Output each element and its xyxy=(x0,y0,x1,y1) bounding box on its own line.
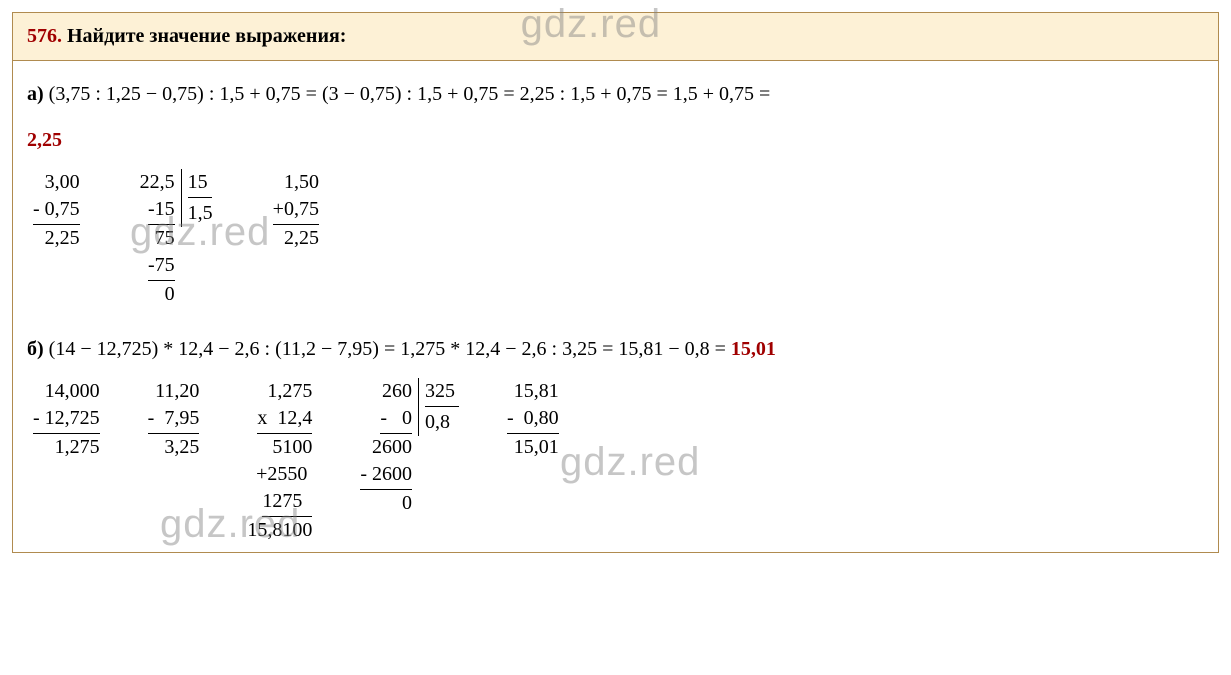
calc-row: - 0,80 xyxy=(507,405,559,434)
calc-b-mul1: 1,275 x 12,4 5100 +2550 1275 15,8100 xyxy=(247,378,312,544)
calc-row: 22,5 xyxy=(140,169,175,196)
calc-row: 1,50 xyxy=(284,169,319,196)
calc-b-sub1: 14,000 - 12,725 1,275 xyxy=(33,378,100,461)
calc-quotient: 0,8 xyxy=(425,407,450,436)
calc-divisor: 325 xyxy=(425,378,459,407)
calc-row: 2600 xyxy=(372,434,412,461)
calc-row: 15,01 xyxy=(514,434,559,461)
calc-row: - 0,75 xyxy=(33,196,80,225)
calc-row: - 7,95 xyxy=(148,405,200,434)
calc-row: 1,275 xyxy=(267,378,312,405)
calc-row: - 12,725 xyxy=(33,405,100,434)
part-b-label: б) xyxy=(27,338,44,360)
calc-row: 1275 xyxy=(262,488,312,517)
part-b-expression: (14 − 12,725) * 12,4 − 2,6 : (11,2 − 7,9… xyxy=(49,338,731,360)
calc-row: - 2600 xyxy=(360,461,412,490)
calc-row: 260 xyxy=(382,378,412,405)
calc-row: -15 xyxy=(148,196,175,225)
calc-row: 11,20 xyxy=(155,378,199,405)
problem-number: 576. xyxy=(27,25,62,47)
calc-row: 15,8100 xyxy=(247,517,312,544)
part-b-line: б) (14 − 12,725) * 12,4 − 2,6 : (11,2 − … xyxy=(27,330,1204,368)
part-a-calcs: 3,00 - 0,75 2,25 22,5 -15 75 -75 0 15 1,… xyxy=(33,169,1204,308)
calc-row: 0 xyxy=(165,281,175,308)
calc-row: +2550 xyxy=(256,461,312,488)
calc-row: 15,81 xyxy=(514,378,559,405)
problem-content: а) (3,75 : 1,25 − 0,75) : 1,5 + 0,75 = (… xyxy=(13,61,1218,552)
calc-row: +0,75 xyxy=(273,196,319,225)
calc-row: 3,25 xyxy=(164,434,199,461)
calc-b-div1: 260 - 0 2600 - 2600 0 325 0,8 xyxy=(360,378,459,517)
part-a-label: а) xyxy=(27,83,44,105)
part-b-answer: 15,01 xyxy=(731,338,776,360)
calc-row: 1,275 xyxy=(55,434,100,461)
part-a-expression: (3,75 : 1,25 − 0,75) : 1,5 + 0,75 = (3 −… xyxy=(49,83,771,105)
part-b-calcs: 14,000 - 12,725 1,275 11,20 - 7,95 3,25 … xyxy=(33,378,1204,544)
part-a-answer: 2,25 xyxy=(27,129,62,151)
calc-a-sub1: 3,00 - 0,75 2,25 xyxy=(33,169,80,252)
calc-divisor: 15 xyxy=(188,169,212,198)
calc-quotient: 1,5 xyxy=(188,198,213,227)
calc-row: 14,000 xyxy=(45,378,100,405)
calc-row: -75 xyxy=(148,252,175,281)
problem-title: Найдите значение выражения: xyxy=(67,25,346,47)
calc-row: x 12,4 xyxy=(257,405,312,434)
calc-a-add1: 1,50 +0,75 2,25 xyxy=(273,169,319,252)
calc-row: 2,25 xyxy=(284,225,319,252)
calc-row: 2,25 xyxy=(45,225,80,252)
calc-row: 5100 xyxy=(272,434,312,461)
calc-row: 3,00 xyxy=(45,169,80,196)
problem-box: 576. Найдите значение выражения: а) (3,7… xyxy=(12,12,1219,553)
calc-b-sub3: 15,81 - 0,80 15,01 xyxy=(507,378,559,461)
calc-row: 75 xyxy=(155,225,175,252)
problem-header: 576. Найдите значение выражения: xyxy=(13,13,1218,61)
part-a-line: а) (3,75 : 1,25 − 0,75) : 1,5 + 0,75 = (… xyxy=(27,75,1204,113)
calc-row: 0 xyxy=(402,490,412,517)
calc-b-sub2: 11,20 - 7,95 3,25 xyxy=(148,378,200,461)
calc-row: - 0 xyxy=(380,405,412,434)
part-a-answer-line: 2,25 xyxy=(27,121,1204,159)
calc-a-div1: 22,5 -15 75 -75 0 15 1,5 xyxy=(140,169,213,308)
